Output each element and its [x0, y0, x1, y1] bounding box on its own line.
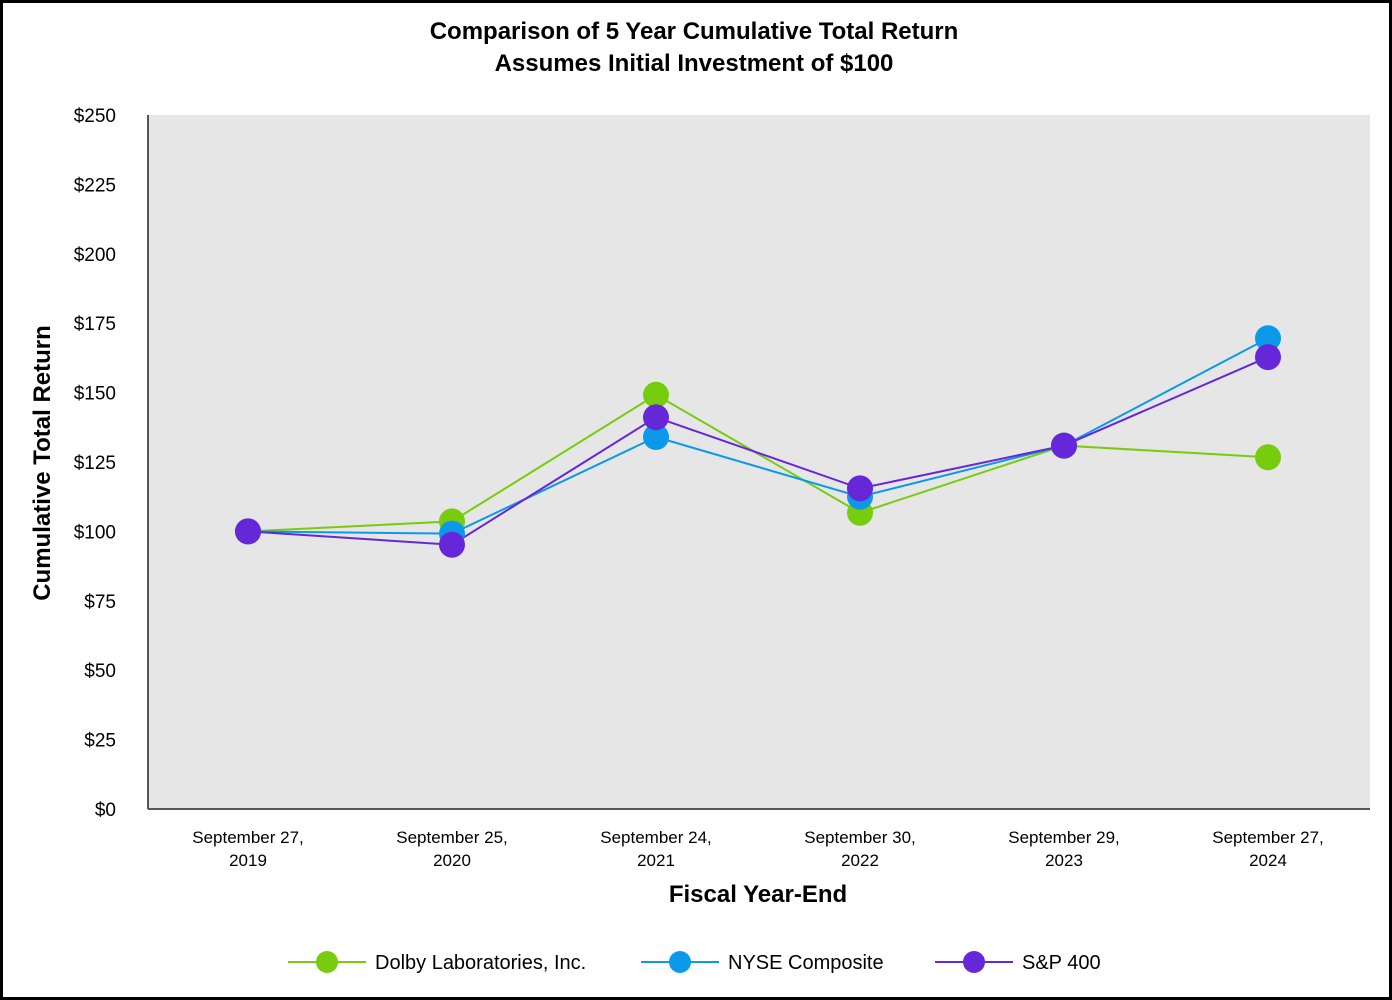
legend-marker-nyse-composite: [669, 951, 691, 973]
x-tick-label: 2019: [229, 851, 267, 870]
y-tick-label: $0: [95, 800, 116, 821]
data-point-dolby-laboratories-inc: [643, 381, 669, 408]
data-point-s-p-400: [847, 475, 873, 502]
data-point-s-p-400: [1051, 432, 1077, 459]
y-tick-label: $125: [74, 453, 116, 474]
plot-area: [148, 115, 1370, 809]
x-tick-label: 2023: [1045, 851, 1083, 870]
data-point-s-p-400: [643, 404, 669, 431]
x-tick-label: September 24,: [600, 828, 712, 847]
series-line-s-p-400: [247, 356, 1269, 546]
y-tick-label: $225: [74, 175, 116, 196]
chart-subtitle: Assumes Initial Investment of $100: [495, 50, 894, 77]
x-tick-label: 2022: [841, 851, 879, 870]
x-tick-label: September 30,: [804, 828, 916, 847]
data-point-nyse-composite: [643, 424, 669, 450]
x-tick-label: 2021: [637, 851, 675, 870]
data-point-nyse-composite: [1255, 325, 1281, 352]
series-layer: [235, 325, 1281, 558]
legend-label-s-p-400: S&P 400: [1022, 952, 1101, 974]
x-tick-label: September 25,: [396, 828, 508, 847]
series-line-nyse-composite: [247, 337, 1269, 535]
legend-marker-s-p-400: [963, 951, 985, 973]
x-tick-label: September 27,: [192, 828, 304, 847]
legend: Dolby Laboratories, Inc. NYSE Composite S&…: [288, 951, 1101, 974]
legend-label-dolby-laboratories-inc: Dolby Laboratories, Inc.: [375, 952, 586, 974]
x-axis-label: Fiscal Year-End: [669, 881, 847, 908]
data-point-dolby-laboratories-inc: [1255, 444, 1281, 471]
x-tick-labels: September 27, 2019 September 25, 2020 Septem…: [192, 828, 1324, 870]
x-tick-label: 2024: [1249, 851, 1287, 870]
legend-label-nyse-composite: NYSE Composite: [728, 952, 884, 974]
data-point-s-p-400: [1255, 344, 1281, 371]
y-tick-label: $25: [84, 731, 116, 752]
y-tick-label: $175: [74, 314, 116, 335]
x-tick-label: 2020: [433, 851, 471, 870]
y-tick-label: $200: [74, 245, 116, 266]
data-point-s-p-400: [439, 531, 465, 558]
data-point-s-p-400: [235, 518, 261, 545]
y-tick-label: $50: [84, 661, 116, 682]
chart-title: Comparison of 5 Year Cumulative Total Re…: [430, 18, 959, 45]
y-tick-label: $75: [84, 592, 116, 613]
y-tick-label: $100: [74, 522, 116, 543]
y-tick-label: $150: [74, 384, 116, 405]
y-tick-label: $250: [74, 106, 116, 127]
x-tick-label: September 27,: [1212, 828, 1324, 847]
x-tick-label: September 29,: [1008, 828, 1120, 847]
y-axis-label: Cumulative Total Return: [29, 325, 56, 601]
y-tick-labels: $0 $25 $50 $75 $100 $125 $150 $175 $200 $225 $250: [74, 106, 116, 821]
legend-marker-dolby-laboratories-inc: [316, 951, 338, 973]
